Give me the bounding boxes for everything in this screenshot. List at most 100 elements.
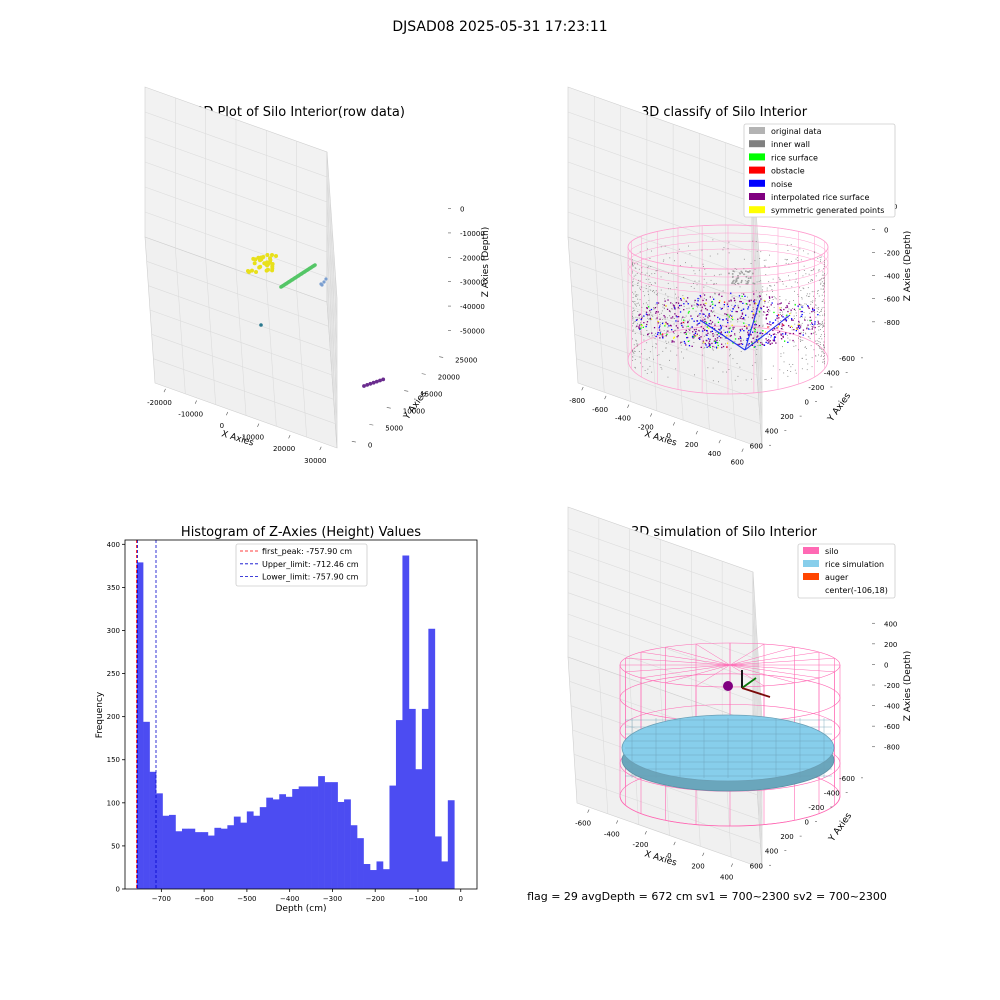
- wall-point: [809, 324, 811, 326]
- wall-point: [773, 296, 775, 297]
- wall-point: [655, 303, 657, 305]
- panel-classify-axes-box: [567, 86, 763, 449]
- raw-point-purple: [371, 380, 376, 385]
- surface-point: [800, 315, 802, 317]
- wall-point: [813, 252, 815, 254]
- surface-point: [674, 307, 676, 309]
- wall-point: [823, 284, 825, 286]
- surface-point: [683, 319, 685, 321]
- surface-point: [681, 324, 683, 327]
- x-tick-label: 0: [666, 432, 670, 440]
- x-tick-label: 400: [708, 450, 721, 458]
- hist-bar: [169, 814, 176, 889]
- wall-point: [636, 273, 638, 274]
- wall-point: [740, 338, 742, 340]
- hist-bar: [298, 786, 306, 889]
- surface-point: [691, 326, 693, 328]
- wall-point: [728, 241, 730, 243]
- wall-point: [824, 310, 825, 312]
- wall-point: [632, 325, 633, 327]
- hist-bar: [389, 785, 397, 889]
- wall-point: [804, 347, 806, 348]
- wall-point: [764, 302, 766, 304]
- surface-point: [791, 318, 793, 320]
- wall-point: [705, 321, 707, 322]
- wall-point: [651, 284, 652, 285]
- wall-point: [669, 257, 671, 259]
- surface-point: [808, 328, 810, 330]
- wall-point: [821, 351, 823, 353]
- wall-point: [803, 270, 805, 271]
- wall-point: [776, 282, 778, 284]
- surface-point: [782, 336, 784, 338]
- wall-point: [736, 277, 739, 279]
- wall-point: [818, 338, 820, 339]
- x-tick-mark: [194, 400, 197, 404]
- legend-label: original data: [771, 127, 822, 136]
- surface-point: [697, 297, 699, 300]
- surface-point: [722, 345, 725, 348]
- wall-point: [785, 315, 787, 317]
- surface-point: [726, 334, 728, 337]
- wall-point: [795, 258, 797, 260]
- wall-point: [683, 322, 685, 324]
- wall-point: [790, 312, 792, 314]
- wall-point: [635, 326, 637, 328]
- raw-point-yellow: [268, 260, 272, 264]
- wall-point: [681, 341, 683, 343]
- surface-point: [641, 324, 643, 327]
- hist-bar: [136, 562, 144, 889]
- x-tick-label: 200: [685, 441, 698, 449]
- grid-line: [144, 161, 338, 374]
- surface-point: [688, 345, 691, 347]
- surface-point: [685, 344, 687, 346]
- wall-point: [799, 336, 801, 337]
- surface-point: [741, 295, 743, 297]
- wall-point: [789, 279, 791, 281]
- wall-point: [632, 280, 634, 282]
- surface-point: [664, 300, 666, 302]
- surface-point: [696, 335, 698, 337]
- wall-point: [709, 255, 711, 257]
- surface-point: [664, 325, 666, 327]
- wall-point: [647, 368, 649, 370]
- surface-point: [713, 340, 715, 342]
- y-tick-label: 100: [107, 799, 120, 807]
- surface-point: [676, 316, 678, 318]
- surface-point: [814, 323, 816, 325]
- surface-point: [774, 319, 777, 321]
- z-tick-label: -600: [884, 723, 900, 731]
- surface-point: [657, 332, 659, 334]
- surface-point: [657, 322, 659, 324]
- surface-point: [738, 338, 740, 340]
- surface-point: [750, 341, 753, 343]
- surface-point: [811, 311, 813, 313]
- x-tick-mark: [702, 852, 705, 857]
- wall-point: [731, 304, 733, 306]
- y-tick-label: 250: [107, 670, 120, 678]
- wall-point: [715, 283, 717, 285]
- wall-point: [747, 280, 750, 282]
- surface-point: [766, 310, 769, 312]
- surface-point: [708, 313, 710, 315]
- wall-point: [632, 356, 634, 358]
- wall-point: [686, 326, 688, 328]
- wall-point: [663, 335, 665, 337]
- wall-point: [689, 332, 691, 334]
- wall-point: [634, 366, 636, 368]
- y-tick-mark: [386, 407, 391, 409]
- surface-point: [727, 305, 729, 308]
- surface-point: [685, 333, 687, 335]
- hist-bar: [175, 831, 183, 889]
- surface-point: [717, 321, 720, 323]
- wall-point: [702, 263, 704, 265]
- z-tick-label: -10000: [460, 230, 485, 238]
- wall-point: [823, 325, 825, 327]
- silo-roof-line: [640, 664, 731, 679]
- wall-point: [744, 319, 746, 321]
- surface-point: [760, 298, 762, 300]
- surface-point: [790, 309, 792, 311]
- wall-point: [772, 291, 773, 292]
- surface-point: [799, 333, 802, 335]
- wall-point: [815, 333, 817, 335]
